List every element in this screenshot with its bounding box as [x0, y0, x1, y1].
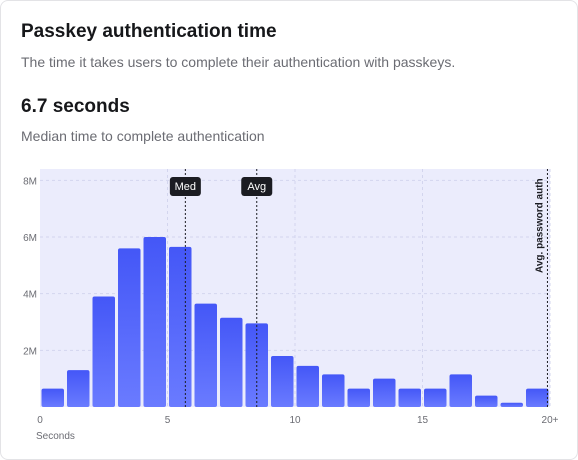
x-tick-label: 20+ [542, 415, 559, 426]
y-tick-label: 2M [23, 346, 37, 357]
histogram-bar [169, 246, 192, 407]
histogram-bar [424, 388, 447, 407]
marker-label-bg [169, 177, 201, 196]
card-title: Passkey authentication time [21, 21, 277, 42]
histogram-bar [322, 374, 345, 407]
histogram-bar [347, 388, 370, 407]
plot-area [40, 169, 550, 407]
histogram-bar [67, 370, 90, 407]
marker-label-bg [241, 177, 273, 196]
x-axis-label: Seconds [36, 431, 75, 442]
card-description: The time it takes users to complete thei… [21, 54, 456, 70]
y-tick-label: 4M [23, 290, 37, 301]
median-time-caption: Median time to complete authentication [21, 128, 265, 144]
histogram-bar [449, 374, 472, 407]
histogram-bar [41, 388, 64, 407]
histogram-bar [296, 365, 319, 407]
histogram-bar [271, 356, 294, 407]
histogram-bar [526, 388, 549, 407]
histogram-bar [220, 317, 243, 407]
x-tick-label: 10 [289, 415, 301, 426]
histogram-bar [373, 378, 396, 407]
histogram-bar [398, 388, 421, 407]
histogram-bar [194, 303, 217, 407]
histogram-bar [475, 395, 498, 407]
y-tick-label: 6M [23, 233, 37, 244]
marker-label: Med [175, 181, 196, 193]
histogram-bar [143, 237, 166, 407]
x-tick-label: 15 [417, 415, 429, 426]
median-time-value: 6.7 seconds [21, 96, 130, 117]
x-tick-label: 5 [165, 415, 171, 426]
histogram-bar [500, 402, 523, 407]
marker-label-password: Avg. password auth [534, 178, 545, 273]
y-tick-label: 8M [23, 176, 37, 187]
histogram-bar [118, 248, 141, 407]
marker-label: Avg [247, 181, 266, 193]
x-tick-label: 0 [37, 415, 43, 426]
histogram-bar [92, 296, 115, 407]
